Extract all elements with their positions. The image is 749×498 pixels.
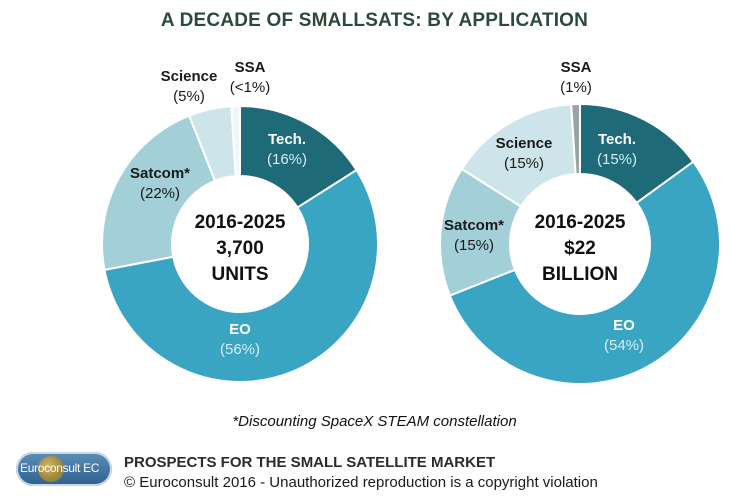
center-label: 3,700 — [216, 238, 264, 259]
donut-charts: Tech. (16%) EO (56%) Satcom* (22%) Science (5%)… — [101, 59, 721, 385]
slice-label: Tech. — [598, 131, 636, 148]
slice-value-label: (15%) — [597, 151, 637, 168]
slice-label: Science — [496, 135, 553, 152]
slice-label: EO — [613, 317, 635, 334]
slice-value-label: (22%) — [140, 185, 180, 202]
logo-text: Euroconsult EC — [20, 461, 100, 475]
slice-label: Satcom* — [130, 165, 190, 182]
pie-slice-tech — [239, 104, 358, 209]
slice-label: Tech. — [268, 131, 306, 148]
slice-label: EO — [229, 321, 251, 338]
pie-slice-eo — [448, 160, 721, 385]
center-label: 2016-2025 — [535, 212, 626, 233]
pie-slice-ssa — [570, 102, 581, 176]
slice-value-label: (<1%) — [230, 79, 270, 96]
globe-icon — [38, 456, 64, 482]
footnote: *Discounting SpaceX STEAM constellation — [232, 413, 517, 430]
chart-title: A DECADE OF SMALLSATS: BY APPLICATION — [160, 10, 589, 31]
pie-slice-ssa — [230, 104, 241, 178]
slice-value-label: (1%) — [560, 79, 592, 96]
euroconsult-logo: Euroconsult EC — [16, 452, 112, 486]
slice-value-label: (5%) — [173, 88, 205, 105]
slice-label: SSA — [561, 59, 592, 76]
slice-value-label: (15%) — [504, 155, 544, 172]
slice-label: Satcom* — [444, 217, 504, 234]
publication-title: PROSPECTS FOR THE SMALL SATELLITE MARKET — [124, 454, 496, 471]
slice-value-label: (15%) — [454, 237, 494, 254]
slice-label: SSA — [235, 59, 266, 76]
slice-value-label: (56%) — [220, 341, 260, 358]
slice-value-label: (54%) — [604, 337, 644, 354]
slice-label: Science — [161, 68, 218, 85]
copyright-notice: © Euroconsult 2016 - Unauthorized reprod… — [124, 474, 598, 491]
pie-slice-satcom — [101, 114, 217, 272]
pie-slice-eo — [103, 168, 379, 383]
center-label: $22 — [564, 238, 596, 259]
center-label: UNITS — [212, 264, 269, 285]
center-label: BILLION — [542, 264, 618, 285]
slice-value-label: (16%) — [267, 151, 307, 168]
center-label: 2016-2025 — [195, 212, 286, 233]
